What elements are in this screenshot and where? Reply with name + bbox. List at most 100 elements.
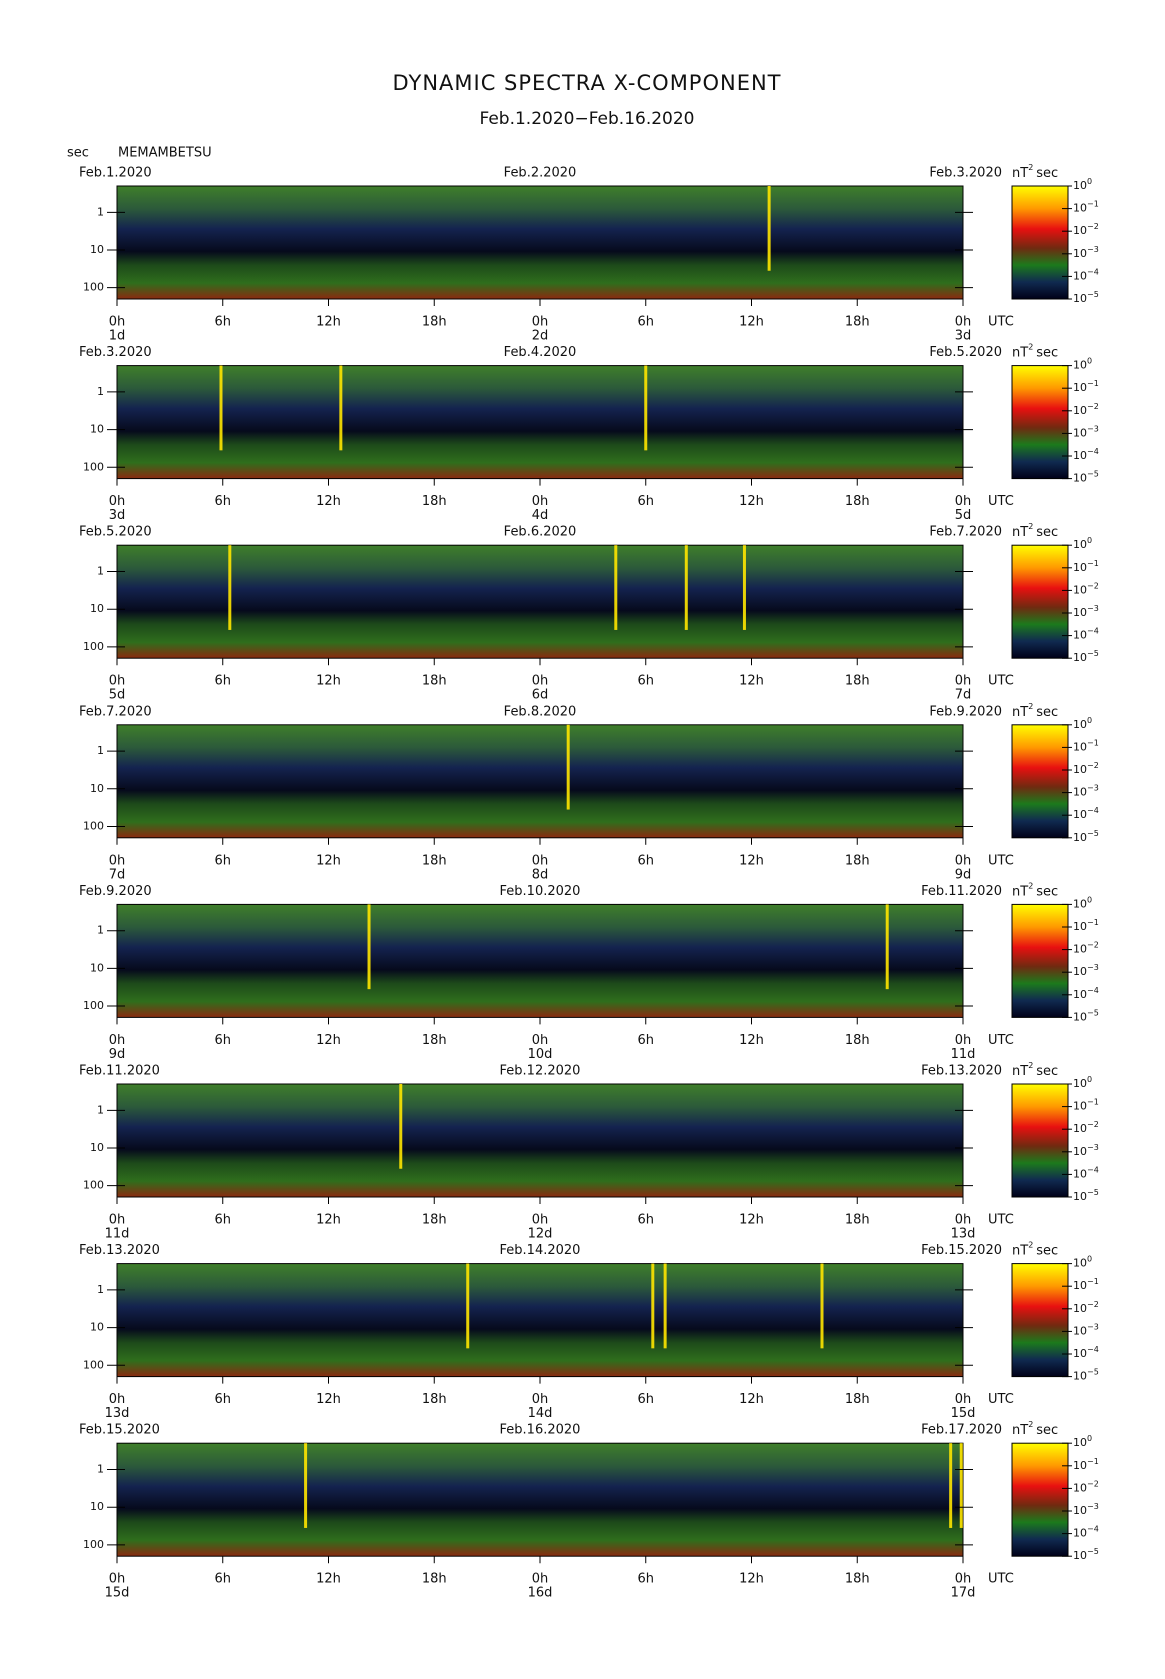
burst xyxy=(614,545,618,630)
colorbar-base: 10 xyxy=(1073,920,1087,933)
day-label: 11d xyxy=(105,1227,130,1242)
colorbar-base: 10 xyxy=(1073,449,1087,462)
day-label: 3d xyxy=(109,508,126,523)
colorbar-label: 10−5 xyxy=(1073,1547,1099,1563)
x-tick-label: 12h xyxy=(739,1033,764,1048)
x-tick-label: 18h xyxy=(422,1392,447,1407)
date-label: Feb.3.2020 xyxy=(929,166,1002,181)
unit-part: sec xyxy=(1036,1064,1058,1079)
x-tick-label: 6h xyxy=(637,674,654,689)
colorbar-exp: −2 xyxy=(1087,761,1099,770)
colorbar-base: 10 xyxy=(1073,988,1087,1001)
colorbar-label: 100 xyxy=(1073,1254,1092,1270)
x-tick-label: 18h xyxy=(422,494,447,509)
x-tick-label: 6h xyxy=(637,315,654,330)
colorbar-label: 100 xyxy=(1073,1075,1092,1091)
colorbar-base: 10 xyxy=(1073,718,1087,731)
x-tick-label: 0h xyxy=(109,1213,126,1228)
colorbar-label: 10−1 xyxy=(1073,1456,1099,1472)
colorbar-exp: 0 xyxy=(1087,895,1092,904)
colorbar-label: 100 xyxy=(1073,1434,1092,1450)
day-label: 7d xyxy=(109,867,126,882)
colorbar-exp: −4 xyxy=(1087,1524,1099,1533)
day-label: 2d xyxy=(532,329,549,344)
y-tick-label: 10 xyxy=(90,1321,104,1334)
colorbar-exp: −1 xyxy=(1087,918,1099,927)
unit-part: 2 xyxy=(1028,1420,1033,1429)
colorbar-label: 10−1 xyxy=(1073,1277,1099,1293)
colorbar-base: 10 xyxy=(1073,1077,1087,1090)
unit-part: nT xyxy=(1012,1243,1028,1258)
burst xyxy=(304,1443,308,1528)
colorbar-base: 10 xyxy=(1073,359,1087,372)
colorbar-base: 10 xyxy=(1073,1122,1087,1135)
colorbar-exp: −5 xyxy=(1087,290,1099,299)
colorbar-label: 10−4 xyxy=(1073,447,1099,463)
colorbar-exp: 0 xyxy=(1087,177,1092,186)
y-tick-label: 100 xyxy=(83,1538,104,1551)
burst xyxy=(466,1263,470,1349)
y-tick-label: 10 xyxy=(90,602,104,615)
x-tick-label: 12h xyxy=(316,1572,341,1587)
colorbar-exp: 0 xyxy=(1087,1254,1092,1263)
date-label: Feb.4.2020 xyxy=(504,345,577,360)
x-tick-label: 18h xyxy=(422,853,447,868)
colorbar-exp: −4 xyxy=(1087,985,1099,994)
date-label: Feb.10.2020 xyxy=(500,884,581,899)
x-tick-label: 0h xyxy=(955,853,972,868)
colorbar-label: 100 xyxy=(1073,715,1092,731)
date-label: Feb.9.2020 xyxy=(929,704,1002,719)
y-tick-label: 10 xyxy=(90,782,104,795)
colorbar-exp: 0 xyxy=(1087,356,1092,365)
day-label: 10d xyxy=(528,1047,553,1062)
colorbar-base: 10 xyxy=(1073,269,1087,282)
station: MEMAMBETSU xyxy=(118,146,212,161)
colorbar-base: 10 xyxy=(1073,831,1087,844)
y-unit: sec xyxy=(67,146,89,161)
x-tick-label: 0h xyxy=(109,853,126,868)
unit-part: nT xyxy=(1012,1423,1028,1438)
burst xyxy=(959,1443,963,1528)
burst xyxy=(339,365,343,451)
x-tick-label: 12h xyxy=(316,1392,341,1407)
colorbar-base: 10 xyxy=(1073,583,1087,596)
date-label: Feb.3.2020 xyxy=(79,345,152,360)
y-tick-label: 100 xyxy=(83,281,104,294)
unit-part: 2 xyxy=(1028,163,1033,172)
date-label: Feb.13.2020 xyxy=(921,1064,1002,1079)
unit-part: 2 xyxy=(1028,881,1033,890)
burst xyxy=(663,1263,667,1349)
colorbar-exp: 0 xyxy=(1087,1434,1092,1443)
y-tick-label: 10 xyxy=(90,423,104,436)
x-tick-label: 0h xyxy=(955,1572,972,1587)
x-tick-label: 12h xyxy=(316,1033,341,1048)
x-tick-label: 6h xyxy=(214,1033,231,1048)
colorbar-label: 10−4 xyxy=(1073,626,1099,642)
x-tick-label: 18h xyxy=(845,1572,870,1587)
x-tick-label: 12h xyxy=(316,494,341,509)
colorbar-exp: −5 xyxy=(1087,649,1099,658)
colorbar-label: 10−1 xyxy=(1073,558,1099,574)
spectrum xyxy=(117,545,963,659)
unit-part: nT xyxy=(1012,166,1028,181)
colorbar-base: 10 xyxy=(1073,1010,1087,1023)
colorbar-unit: nT2 sec xyxy=(1012,701,1058,719)
colorbar-base: 10 xyxy=(1073,1100,1087,1113)
colorbar-label: 10−5 xyxy=(1073,1188,1099,1204)
x-tick-label: 0h xyxy=(109,1392,126,1407)
x-tick-label: 0h xyxy=(532,1392,549,1407)
burst xyxy=(742,545,746,630)
x-tick-label: 0h xyxy=(109,494,126,509)
burst xyxy=(651,1263,655,1349)
colorbar-base: 10 xyxy=(1073,1190,1087,1203)
colorbar-exp: −5 xyxy=(1087,1008,1099,1017)
colorbar-label: 10−1 xyxy=(1073,738,1099,754)
colorbar-label: 100 xyxy=(1073,177,1092,193)
colorbar-label: 10−4 xyxy=(1073,1165,1099,1181)
colorbar-exp: −4 xyxy=(1087,626,1099,635)
y-tick-label: 10 xyxy=(90,243,104,256)
burst xyxy=(367,904,371,990)
date-label: Feb.9.2020 xyxy=(79,884,152,899)
colorbar-exp: −1 xyxy=(1087,1097,1099,1106)
colorbar-label: 10−4 xyxy=(1073,806,1099,822)
